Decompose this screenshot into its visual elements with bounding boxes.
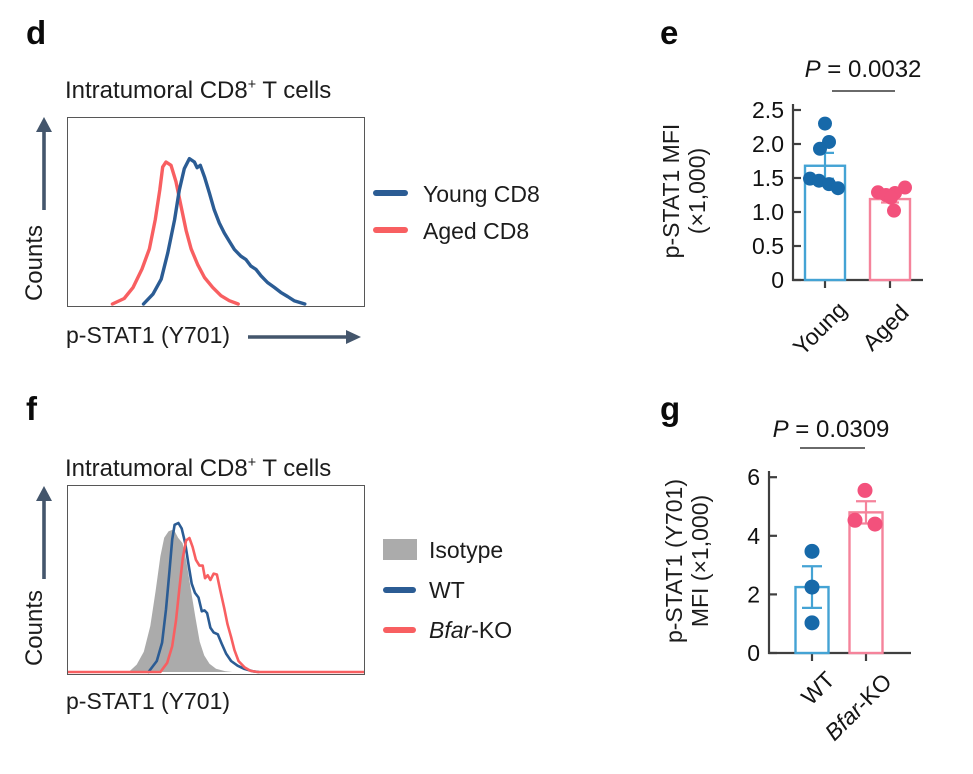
panel-d-title-rest: T cells <box>256 77 332 104</box>
legend-swatch-bfar-ko <box>383 627 416 633</box>
panel-g-ylabel-line2: MFI (×1,000) <box>687 494 713 628</box>
panel-d-plot <box>67 117 365 307</box>
panel-e-ylabel-line2: (×1,000) <box>684 147 710 235</box>
legend-swatch-wt <box>383 587 416 593</box>
svg-text:6: 6 <box>747 464 760 490</box>
p-italic: P <box>804 56 821 83</box>
panel-d-xlabel: p-STAT1 (Y701) <box>66 322 231 348</box>
panel-e-ylabel-line1: p-STAT1 MFI <box>658 123 684 259</box>
flow-histogram-f <box>68 521 364 674</box>
svg-text:4: 4 <box>747 523 760 549</box>
legend-label-wt: WT <box>429 577 465 603</box>
panel-f-title-text: Intratumoral CD8 <box>65 455 248 482</box>
svg-text:1.0: 1.0 <box>752 199 784 225</box>
legend-swatch-young-cd8 <box>373 190 408 196</box>
significance-line-e <box>832 90 895 93</box>
legend-label-bfar-ko: Bfar-KO <box>429 617 512 643</box>
panel-e-ylabel: p-STAT1 MFI (×1,000) <box>658 91 710 291</box>
p-rest: = 0.0309 <box>788 416 890 443</box>
svg-text:2.0: 2.0 <box>752 131 784 157</box>
panel-f-xlabel: p-STAT1 (Y701) <box>66 688 231 714</box>
svg-text:0: 0 <box>747 640 760 665</box>
panel-g-ylabel-line1: p-STAT1 (Y701) <box>661 478 687 644</box>
p-value-g: P = 0.0309 <box>731 417 931 443</box>
panel-label-e: e <box>660 14 679 51</box>
panel-d-ylabel: Counts <box>21 224 48 302</box>
panel-label-g: g <box>660 390 681 427</box>
panel-f-title-rest: T cells <box>256 455 332 482</box>
bar-chart-g: 0 2 4 6 <box>747 464 911 665</box>
flow-histogram-d <box>110 156 307 306</box>
svg-text:0: 0 <box>771 267 784 293</box>
y-axis-arrow <box>36 117 52 210</box>
legend-label-young-cd8: Young CD8 <box>423 181 540 207</box>
legend-swatch-isotype <box>383 539 417 560</box>
superscript-plus: + <box>247 455 257 471</box>
legend-label-isotype: Isotype <box>429 537 504 563</box>
p-rest: = 0.0032 <box>820 56 922 83</box>
p-italic: P <box>772 416 789 443</box>
p-value-e: P = 0.0032 <box>763 57 963 83</box>
y-axis-arrow <box>36 486 52 579</box>
x-axis-arrow <box>248 330 361 344</box>
bar-chart-e: 0 0.5 1.0 1.5 2.0 2.5 <box>752 97 923 293</box>
legend-swatch-aged-cd8 <box>373 227 408 233</box>
legend-label-aged-cd8: Aged CD8 <box>423 218 530 244</box>
superscript-plus: + <box>247 77 257 93</box>
panel-g-ylabel: p-STAT1 (Y701) MFI (×1,000) <box>661 456 713 666</box>
bfar-italic: Bfar <box>429 617 472 643</box>
svg-text:1.5: 1.5 <box>752 165 784 191</box>
ko-rest: -KO <box>471 617 513 643</box>
panel-d-title-text: Intratumoral CD8 <box>65 77 248 104</box>
panel-f-ylabel: Counts <box>21 589 48 667</box>
significance-line-g <box>800 447 865 450</box>
panel-f-plot <box>67 485 365 675</box>
panel-f-title: Intratumoral CD8+ T cells <box>65 450 331 482</box>
panel-label-d: d <box>26 14 47 51</box>
svg-text:2: 2 <box>747 581 760 607</box>
svg-text:0.5: 0.5 <box>752 233 784 259</box>
svg-text:2.5: 2.5 <box>752 97 784 123</box>
panel-d-title: Intratumoral CD8+ T cells <box>65 72 331 104</box>
panel-label-f: f <box>26 390 37 427</box>
